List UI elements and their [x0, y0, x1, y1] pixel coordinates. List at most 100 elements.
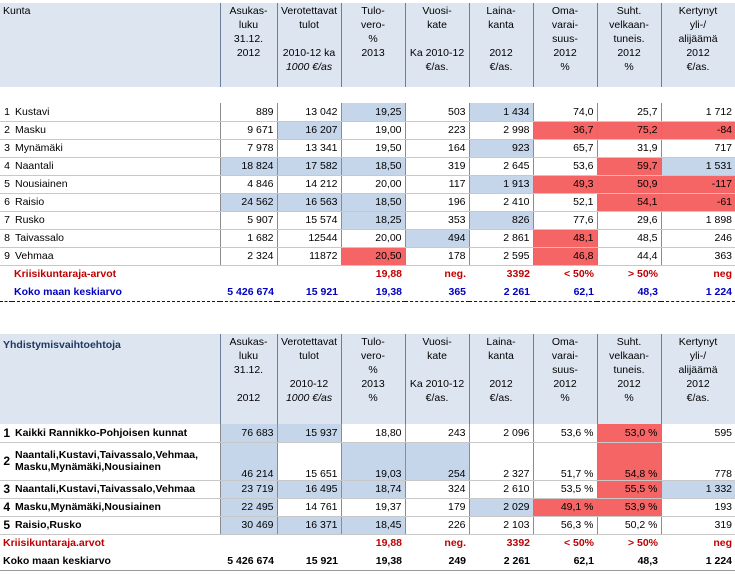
cell-col-1: 5 907 [219, 211, 278, 230]
header-line: 2012 [617, 47, 641, 59]
avg-cell-col-3: 19,38 [341, 283, 406, 302]
header-line: 31.12. [233, 364, 264, 376]
table-row: 4 Naantali 18 824 17 582 18,50 319 2 645 53,6 59… [0, 157, 735, 176]
cell-col-7: 53,0 % [596, 424, 662, 443]
national-average-row: Koko maan keskiarvo 5 426 674 15 921 19,38 3… [0, 283, 735, 302]
cell-col-7: 25,7 [596, 103, 662, 122]
header-line: 2012 [236, 47, 261, 59]
row-number: 5 [0, 175, 12, 194]
crit-cell-col-6: < 50% [563, 268, 595, 281]
row-number: 4 [0, 498, 12, 517]
cell-col-5: 2 096 [468, 424, 534, 443]
avg-cell-col-1: 5 426 674 [220, 283, 278, 302]
header-line: % [368, 392, 378, 404]
row-name: Kaikki Rannikko-Pohjoisen kunnat [12, 424, 221, 443]
national-average-row: Koko maan keskiarvo 5 426 674 15 921 19,38 2… [0, 552, 735, 571]
cell-col-1: 30 469 [219, 516, 278, 535]
table-row: 2 Masku 9 671 16 207 19,00 223 2 998 36,7 75,2 -8… [0, 121, 735, 140]
cell-col-6: 36,7 [532, 121, 598, 140]
cell-col-2: 15 651 [276, 442, 342, 481]
cell-col-5: 1 913 [468, 175, 534, 194]
crit-cell-col-5: 3392 [506, 268, 531, 281]
cell-col-2: 14 761 [276, 498, 342, 517]
header-line [224, 377, 274, 391]
header-line: €/as. [686, 392, 710, 404]
cell-col-3: 19,37 [340, 498, 406, 517]
cell-col-6: 46,8 [532, 247, 598, 266]
cell-col-8: 246 [660, 229, 735, 248]
crit-cell-col-8: neg [713, 537, 733, 550]
cell-col-8: 319 [660, 516, 735, 535]
row-name: Masku [12, 121, 221, 140]
header-line: vero- [361, 19, 385, 31]
header-line [345, 60, 402, 74]
header-col-4: Vuosi-kate Ka 2010-12 €/as. [405, 3, 470, 87]
cell-col-5: 2 998 [468, 121, 534, 140]
header-line: suus- [552, 33, 578, 45]
cell-col-7: 53,9 % [596, 498, 662, 517]
header-line: 31.12. [233, 33, 264, 45]
crit-cell-col-4: neg. [444, 268, 467, 281]
cell-col-8: 778 [660, 442, 735, 481]
row-number: 3 [0, 139, 12, 158]
cell-col-6: 56,3 % [532, 516, 598, 535]
row-name: Taivassalo [12, 229, 221, 248]
header-line: suus- [552, 364, 578, 376]
crit-cell-col-8: neg [713, 268, 733, 281]
header-line: 1000 €/as [285, 392, 333, 404]
avg-cell-col-8: 1 224 [661, 552, 735, 571]
cell-col-8: -117 [660, 175, 735, 194]
header-line: kate [427, 350, 447, 362]
header-line: 2012 [553, 378, 577, 390]
header-line [224, 60, 274, 74]
cell-col-8: 717 [660, 139, 735, 158]
header-line [473, 363, 530, 377]
header-line [409, 363, 466, 377]
cell-col-1: 4 846 [219, 175, 278, 194]
cell-col-4: 178 [404, 247, 470, 266]
critical-threshold-label: Kriisikuntaraja.arvot [3, 537, 105, 550]
header-line: alijäämä [678, 364, 718, 376]
header-line: €/as. [425, 392, 449, 404]
cell-col-8: 1 332 [660, 480, 735, 499]
cell-col-3: 20,50 [340, 247, 406, 266]
header-line: 2012 [617, 378, 641, 390]
table-row: 9 Vehmaa 2 324 11872 20,50 178 2 595 46,8 44,4 36… [0, 247, 735, 266]
header-line: tuneis. [613, 364, 645, 376]
row-name: Rusko [12, 211, 221, 230]
cell-col-6: 77,6 [532, 211, 598, 230]
avg-cell-col-6: 62,1 [533, 283, 598, 302]
header-line: Vuosi- [422, 336, 452, 348]
header-col-2: Verotettavat tulot 2010-12 ka 1000 €/as [277, 3, 342, 87]
header-line: Suht. [616, 5, 642, 17]
header-line: Laina- [486, 336, 516, 348]
cell-col-5: 2 645 [468, 157, 534, 176]
spacer [0, 87, 735, 103]
cell-col-5: 2 861 [468, 229, 534, 248]
crit-cell-col-4: neg. [444, 537, 467, 550]
row-number: 1 [0, 103, 12, 122]
crit-cell-col-5: 3392 [506, 537, 531, 550]
cell-col-7: 54,8 % [596, 442, 662, 481]
header-line: luku [238, 19, 259, 31]
critical-threshold-row: Kriisikuntaraja.arvot 19,88 neg. 3392 < 50% >… [0, 534, 735, 552]
cell-col-3: 19,25 [340, 103, 406, 122]
header-col-1: Asukas-luku 31.12. 2012 [220, 334, 278, 424]
header-line: velkaan- [609, 19, 649, 31]
row-number: 4 [0, 157, 12, 176]
cell-col-7: 50,9 [596, 175, 662, 194]
cell-col-2: 13 341 [276, 139, 342, 158]
header-line: 2010-12 ka [282, 47, 336, 59]
header-col-6: Oma-varai-suus- 2012% [533, 3, 598, 87]
cell-col-4: 243 [404, 424, 470, 443]
header-line: 2012 [686, 47, 710, 59]
header-line: tulot [299, 19, 319, 31]
cell-col-8: 595 [660, 424, 735, 443]
cell-col-1: 889 [219, 103, 278, 122]
cell-col-7: 29,6 [596, 211, 662, 230]
row-number: 9 [0, 247, 12, 266]
cell-col-2: 16 495 [276, 480, 342, 499]
cell-col-3: 19,03 [340, 442, 406, 481]
cell-col-1: 46 214 [219, 442, 278, 481]
cell-col-6: 53,6 [532, 157, 598, 176]
